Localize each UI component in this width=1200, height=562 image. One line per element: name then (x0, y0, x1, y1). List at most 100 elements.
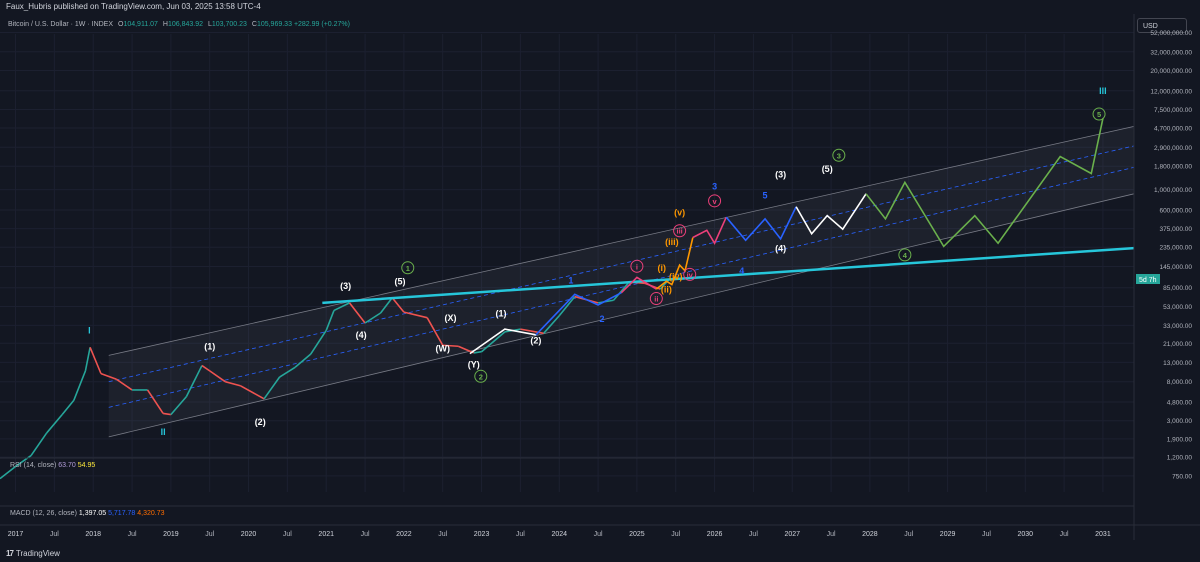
change-value: +282.99 (+0.27%) (293, 21, 350, 28)
price-segment (279, 366, 296, 378)
channel-upper-line (108, 126, 1135, 356)
y-tick-label: 145,000.00 (1159, 264, 1192, 271)
x-tick-label: Jul (205, 531, 214, 538)
y-tick-label: 53,000.00 (1163, 304, 1192, 311)
close-label: C (251, 21, 257, 28)
open-value: 104,911.07 (123, 21, 158, 28)
price-segment (89, 346, 102, 374)
y-tick-label: 4,800.00 (1167, 400, 1193, 407)
symbol-info: Bitcoin / U.S. Dollar · 1W · INDEX O104,… (8, 21, 350, 28)
x-tick-label: Jul (594, 531, 603, 538)
tradingview-footer[interactable]: 17 TradingView (6, 549, 60, 558)
support-trendline (322, 246, 1135, 305)
price-label-bg (1136, 274, 1160, 284)
price-segment (473, 350, 482, 354)
wave-label: (v) (674, 208, 685, 218)
price-segment (146, 389, 164, 414)
price-segment (45, 414, 63, 434)
wave-label: 2 (479, 372, 483, 381)
channel-mid-line (108, 145, 1135, 383)
macd-label: MACD (12, 26, close) (10, 510, 77, 517)
wave-label-circle (401, 261, 415, 275)
wave-label: (ii) (661, 285, 672, 295)
x-tick-label: 2023 (474, 531, 490, 538)
wave-label-circle (683, 267, 697, 281)
price-segment (426, 317, 444, 346)
y-tick-label: 20,000,000.00 (1150, 68, 1192, 75)
wave-label: 4 (903, 251, 908, 260)
wave-label-circle (1092, 107, 1106, 121)
wave-label: (4) (356, 330, 367, 340)
x-tick-label: 2025 (629, 531, 645, 538)
published-bar: Faux_Hubris published on TradingView.com… (0, 0, 1200, 14)
y-tick-label: 1,200.00 (1167, 455, 1193, 462)
price-label-text: 5d 7h (1139, 277, 1157, 284)
price-segment (225, 380, 241, 387)
wave-projection-path (535, 291, 622, 336)
x-tick-label: 2018 (85, 531, 101, 538)
wave-projection-path (620, 276, 657, 294)
price-segment (15, 454, 32, 468)
price-segment (379, 297, 393, 314)
current-price-label: 5d 7h (1136, 274, 1160, 284)
wave-label: (3) (340, 281, 351, 291)
price-segment (481, 331, 506, 353)
wave-projection-path (655, 237, 694, 290)
high-value: 106,843.92 (167, 21, 204, 28)
wave-label: (X) (444, 313, 456, 323)
price-segment (442, 344, 459, 348)
price-segment (263, 376, 281, 400)
open-label: O (117, 21, 124, 28)
price-segment (240, 385, 265, 400)
rsi-label: RSI (14, close) (10, 462, 57, 469)
wave-label: 4 (739, 266, 744, 276)
price-segment (170, 396, 188, 416)
wave-label: 1 (568, 275, 573, 285)
wave-label: (5) (395, 277, 406, 287)
price-segment (558, 296, 576, 317)
price-segment (209, 370, 226, 383)
wave-label: (iii) (665, 237, 679, 247)
y-tick-label: 21,000.00 (1163, 341, 1192, 348)
wave-label: 1 (406, 264, 410, 273)
y-tick-label: 52,000,000.00 (1150, 30, 1192, 37)
y-tick-label: 32,000,000.00 (1150, 49, 1192, 56)
wave-label: (3) (775, 170, 786, 180)
x-tick-label: Jul (283, 531, 292, 538)
wave-label: (1) (204, 341, 215, 351)
wave-label-circle (474, 369, 488, 383)
price-segment (100, 372, 117, 381)
y-tick-label: 1,900.00 (1167, 436, 1193, 443)
x-tick-label: 2021 (318, 531, 334, 538)
price-segment (30, 432, 48, 457)
x-tick-label: 2026 (707, 531, 723, 538)
y-tick-label: 3,000.00 (1167, 418, 1193, 425)
wave-label: v (712, 197, 717, 206)
wave-projections (469, 118, 1104, 355)
wave-label: iv (687, 270, 694, 279)
y-axis[interactable]: 52,000,000.00 32,000,000.00 20,000,000.00 1… (1133, 14, 1193, 540)
macd-value-2: 5,717.78 (108, 510, 136, 517)
x-tick-label: Jul (904, 531, 913, 538)
x-tick-label: Jul (671, 531, 680, 538)
wave-projection-path (795, 193, 867, 236)
y-tick-label: 85,000.00 (1163, 285, 1192, 292)
x-tick-label: 2020 (241, 531, 257, 538)
y-tick-label: 235,000.00 (1159, 245, 1192, 252)
currency-button[interactable]: USD (1137, 18, 1187, 33)
wave-label: (i) (658, 263, 667, 273)
y-tick-label: 13,000.00 (1163, 360, 1192, 367)
y-tick-label: 1,800,000.00 (1154, 164, 1192, 171)
trendline (322, 246, 1135, 305)
x-tick-label: 2029 (940, 531, 956, 538)
y-tick-label: 2,900,000.00 (1154, 145, 1192, 152)
wave-label: I (88, 325, 91, 335)
x-axis[interactable]: 2017 Jul 2018 Jul 2019 Jul 2020 Jul 2021 Jul 2022 J… (0, 524, 1200, 538)
y-tick-label: 12,000,000.00 (1150, 88, 1192, 95)
price-segment (201, 364, 211, 372)
price-segment (348, 302, 366, 324)
wave-projection-path (725, 206, 797, 242)
wave-label-circle (898, 248, 912, 262)
y-tick-label: 1,000,000.00 (1154, 187, 1192, 194)
